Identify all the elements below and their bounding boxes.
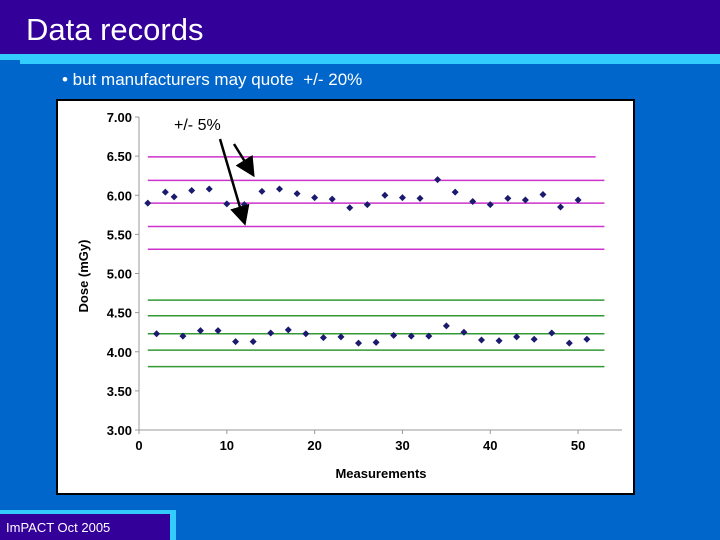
data-point [574, 196, 582, 204]
y-tick-label: 6.50 [107, 149, 132, 164]
chart-panel: 3.00 3.50 4.00 4.50 5.00 5.50 6.00 6.50 7.00 0 10 2… [56, 99, 635, 495]
y-tick-label: 3.00 [107, 423, 132, 438]
data-point [583, 335, 591, 343]
title-underline-secondary [20, 60, 720, 64]
data-point [565, 339, 573, 347]
y-tick-label: 4.50 [107, 306, 132, 321]
data-point [179, 332, 187, 340]
x-axis-label: Measurements [335, 466, 426, 481]
data-point [539, 190, 547, 198]
data-point [434, 176, 442, 184]
chart-annotation: +/- 5% [174, 117, 221, 134]
x-tick-label: 20 [307, 438, 321, 453]
data-point [240, 201, 248, 209]
data-point [521, 196, 529, 204]
slide-title: Data records [26, 12, 204, 47]
data-point [153, 330, 161, 338]
footer-stripe [0, 510, 176, 514]
data-point [232, 338, 240, 346]
x-tick-label: 40 [483, 438, 497, 453]
data-point [170, 193, 178, 201]
data-point [311, 194, 319, 202]
title-bar [0, 0, 720, 54]
data-point [363, 201, 371, 209]
title-underline [0, 54, 720, 60]
y-tick-label: 5.50 [107, 227, 132, 242]
data-point [469, 198, 477, 206]
data-point [355, 339, 363, 347]
data-point [504, 194, 512, 202]
data-point [337, 333, 345, 341]
y-tick-label: 7.00 [107, 110, 132, 125]
data-point [284, 326, 292, 334]
bullet-text: • but manufacturers may quote +/- 20% [62, 70, 363, 89]
data-point [425, 332, 433, 340]
data-point [214, 327, 222, 335]
data-point [161, 188, 169, 196]
data-point [249, 338, 257, 346]
data-point [205, 185, 213, 193]
data-point [451, 188, 459, 196]
data-point [328, 195, 336, 203]
data-point [513, 333, 521, 341]
data-point [381, 191, 389, 199]
x-tick-label: 0 [135, 438, 142, 453]
data-point [144, 199, 152, 207]
x-tick-label: 30 [395, 438, 409, 453]
data-point [293, 190, 301, 198]
data-point [486, 201, 494, 209]
data-point [267, 329, 275, 337]
data-point [495, 337, 503, 345]
y-axis-label: Dose (mGy) [76, 240, 91, 313]
footer-stripe-edge [170, 514, 176, 540]
data-point [302, 330, 310, 338]
data-point [530, 335, 538, 343]
x-tick-label: 10 [220, 438, 234, 453]
data-point [548, 329, 556, 337]
data-point [407, 332, 415, 340]
y-tick-label: 6.00 [107, 188, 132, 203]
data-point [319, 334, 327, 342]
y-tick-label: 4.00 [107, 345, 132, 360]
data-point [416, 194, 424, 202]
data-point [372, 338, 380, 346]
data-point [276, 185, 284, 193]
data-point [258, 187, 266, 195]
data-point [460, 328, 468, 336]
dose-scatter-chart: 3.00 3.50 4.00 4.50 5.00 5.50 6.00 6.50 7.00 0 10 2… [76, 110, 622, 481]
data-point [196, 327, 204, 335]
data-point [477, 336, 485, 344]
annotation-arrow-lower [218, 138, 250, 226]
data-point [346, 204, 354, 212]
data-point [223, 200, 231, 208]
footer-text: ImPACT Oct 2005 [6, 520, 111, 535]
y-tick-label: 5.00 [107, 267, 132, 282]
data-point [390, 331, 398, 339]
footer-bar [0, 514, 170, 540]
y-tick-label: 3.50 [107, 384, 132, 399]
data-point [398, 194, 406, 202]
annotation-arrow-upper [232, 143, 255, 178]
data-point [188, 187, 196, 195]
data-point [442, 322, 450, 330]
data-point [557, 203, 565, 211]
x-tick-label: 50 [571, 438, 585, 453]
